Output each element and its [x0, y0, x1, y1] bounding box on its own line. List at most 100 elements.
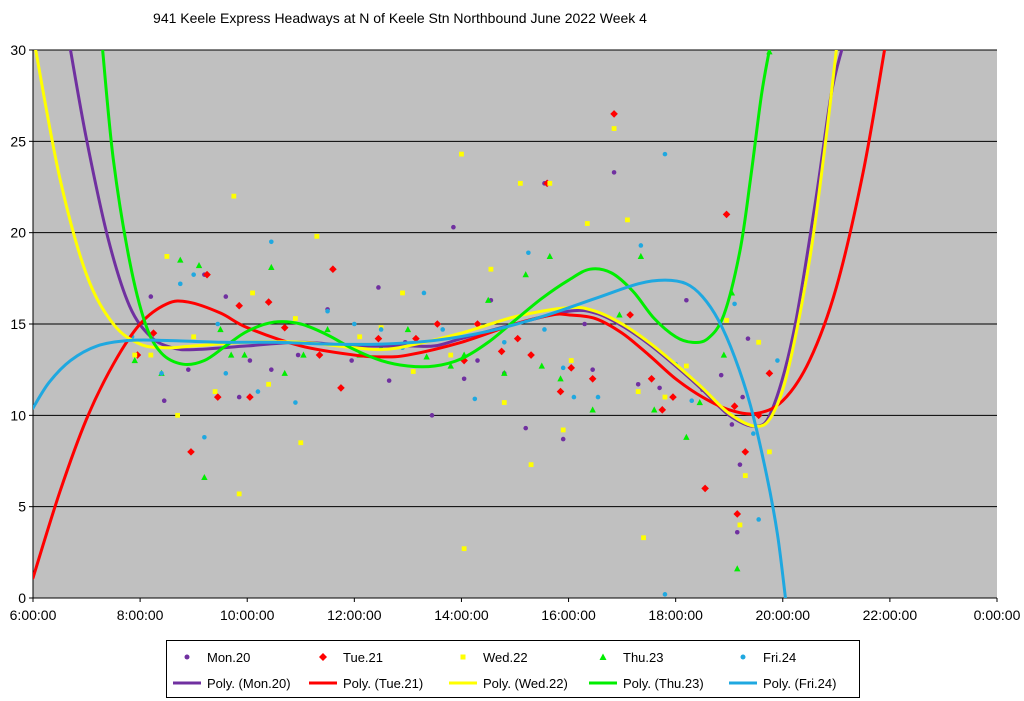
chart-title: 941 Keele Express Headways at N of Keele… — [153, 10, 647, 26]
data-point — [235, 301, 243, 310]
data-point — [448, 352, 454, 358]
data-point — [742, 473, 748, 479]
data-point — [501, 369, 508, 376]
data-point — [567, 364, 576, 372]
legend-label: Wed.22 — [483, 649, 528, 665]
data-point — [741, 448, 750, 456]
data-point — [161, 398, 167, 404]
data-point — [191, 272, 196, 277]
data-point — [223, 371, 229, 376]
legend-label: Thu.23 — [623, 649, 664, 665]
x-tick-label: 22:00:00 — [863, 607, 918, 623]
data-point — [440, 327, 446, 332]
data-point — [159, 371, 164, 376]
data-point — [376, 285, 381, 290]
data-point — [501, 400, 507, 405]
data-point — [447, 362, 454, 369]
data-point — [720, 351, 728, 358]
legend-item-fri24: Fri.24 — [727, 645, 796, 669]
data-point — [215, 321, 221, 327]
y-tick-label: 15 — [10, 316, 26, 332]
data-point — [337, 384, 345, 392]
data-point — [556, 387, 565, 396]
y-tick-label: 25 — [10, 133, 26, 149]
x-tick-label: 10:00:00 — [220, 607, 275, 623]
data-point — [745, 336, 751, 341]
data-point — [314, 233, 320, 239]
legend-line-icon — [307, 676, 339, 690]
y-tick-label: 0 — [18, 590, 26, 606]
legend-label: Poly. (Thu.23) — [623, 675, 704, 691]
data-point — [737, 462, 743, 467]
y-tick-label: 10 — [10, 407, 26, 423]
data-point — [523, 425, 529, 431]
data-point — [595, 394, 601, 400]
x-tick-label: 18:00:00 — [648, 607, 703, 623]
x-tick-label: 12:00:00 — [327, 607, 382, 623]
data-point — [131, 357, 138, 364]
data-point — [378, 327, 384, 332]
data-point — [433, 320, 442, 328]
data-point — [751, 431, 756, 436]
x-tick-label: 6:00:00 — [10, 607, 57, 623]
data-point — [485, 296, 492, 303]
legend-label: Poly. (Wed.22) — [483, 675, 568, 691]
data-point — [423, 353, 430, 360]
chart-svg: 0 5 10 15 20 25 30 6:00:00 8:00:00 10:00:00 12:00:… — [10, 42, 1021, 623]
data-point — [269, 367, 274, 372]
data-point — [202, 434, 207, 440]
data-point — [329, 265, 337, 273]
data-point — [683, 363, 689, 369]
data-point — [421, 290, 427, 296]
legend-line-icon — [727, 676, 759, 690]
data-point — [696, 399, 703, 406]
data-point — [560, 436, 566, 442]
data-point — [557, 375, 564, 382]
legend-marker-circle-icon — [171, 650, 203, 664]
legend-line-icon — [171, 676, 203, 690]
data-point — [528, 462, 534, 468]
data-point — [255, 389, 261, 394]
legend-item-thu23: Thu.23 — [587, 645, 663, 669]
data-point — [175, 412, 180, 418]
data-point — [734, 565, 741, 572]
data-point — [657, 385, 662, 391]
data-point — [201, 473, 208, 481]
data-point — [734, 529, 740, 535]
legend-label: Tue.21 — [343, 649, 383, 665]
data-point — [236, 491, 242, 497]
data-point — [429, 413, 435, 418]
y-tick-label: 20 — [10, 225, 26, 241]
data-point — [527, 351, 535, 359]
legend-row-markers: Mon.20 Tue.21 Wed.22 Thu.23 Fri.24 — [167, 645, 859, 669]
data-point — [722, 210, 731, 219]
data-point — [560, 427, 566, 433]
data-point — [266, 381, 272, 387]
data-point — [647, 375, 656, 383]
data-point — [730, 402, 739, 410]
x-tick-label: 16:00:00 — [541, 607, 596, 623]
data-point — [241, 351, 248, 358]
chart-legend: Mon.20 Tue.21 Wed.22 Thu.23 Fri.24 Poly.… — [166, 640, 860, 698]
data-point — [295, 352, 301, 358]
data-point — [268, 263, 275, 270]
data-point — [177, 256, 184, 263]
data-point — [582, 321, 587, 327]
data-point — [473, 320, 482, 328]
data-point — [740, 394, 745, 400]
legend-label: Poly. (Mon.20) — [207, 675, 291, 691]
data-point — [264, 298, 273, 306]
legend-row-trendlines: Poly. (Mon.20) Poly. (Tue.21) Poly. (Wed… — [167, 671, 859, 695]
legend-item-poly-tue21: Poly. (Tue.21) — [307, 671, 423, 695]
data-point — [247, 358, 253, 363]
data-point — [584, 221, 590, 226]
data-point — [461, 376, 467, 382]
data-point — [246, 393, 254, 401]
data-point — [662, 394, 668, 400]
data-point — [472, 396, 478, 402]
data-point — [133, 351, 142, 359]
y-tick-label: 5 — [18, 499, 26, 515]
x-tick-label: 0:00:00 — [974, 607, 1021, 623]
legend-line-icon — [447, 676, 479, 690]
data-point — [568, 358, 574, 363]
